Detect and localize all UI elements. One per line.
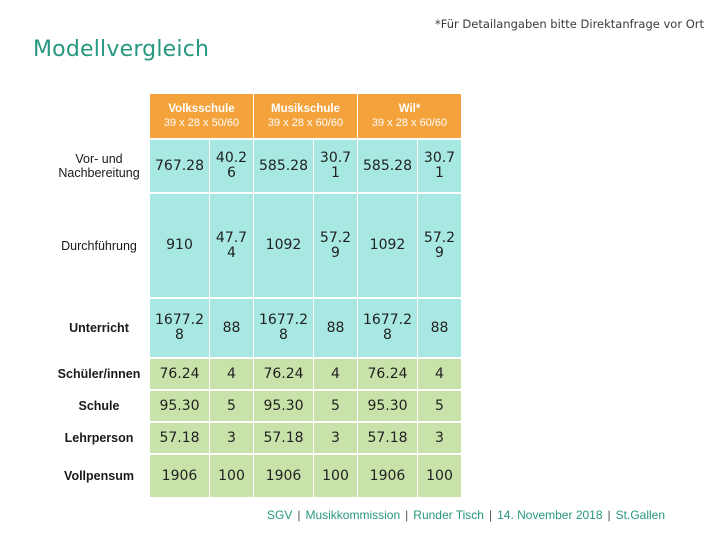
table-cell: 1677.2 8 [358,299,417,357]
table-cell: 100 [314,455,357,497]
table-cell: 1092 [358,194,417,297]
row-label: Vor- und Nachbereitung [58,152,140,180]
table-cell: 95.30 [358,391,417,421]
table-cell: 76.24 [358,359,417,389]
row-label: Vollpensum [64,469,134,483]
table-cell: 100 [210,455,253,497]
row-label: Lehrperson [64,431,134,445]
table-cell: 57.18 [150,423,209,453]
table-cell: 1906 [150,455,209,497]
footer-item: Musikkommission [305,508,401,522]
table-row: Schule 95.30 5 95.30 5 95.30 5 [49,391,461,421]
row-label: Schule [78,399,120,413]
comparison-table: Volksschule 39 x 28 x 50/60 Musikschule 39… [48,92,462,499]
table-cell: 1677.2 8 [150,299,209,357]
footer: SGV | Musikkommission | Runder Tisch | 14. Nov… [267,508,665,522]
table-row: Unterricht 1677.2 8 88 1677.2 8 88 1677.2 8 88 [49,299,461,357]
table-cell: 5 [418,391,461,421]
table-cell: 585.28 [358,140,417,192]
table-cell: 4 [314,359,357,389]
table-cell: 3 [314,423,357,453]
table-row: Schüler/innen 76.24 4 76.24 4 76.24 4 [49,359,461,389]
footer-item: St.Gallen [615,508,665,522]
table-cell: 1906 [254,455,313,497]
table-cell: 5 [210,391,253,421]
table-cell: 1906 [358,455,417,497]
table-cell: 3 [210,423,253,453]
table-cell: 57.2 9 [418,194,461,297]
table-cell: 1092 [254,194,313,297]
table-cell: 4 [210,359,253,389]
table-cell: 47.7 4 [210,194,253,297]
table-row: Vor- und Nachbereitung 767.28 40.2 6 585.28… [49,140,461,192]
footer-separator: | [607,508,611,522]
table-cell: 5 [314,391,357,421]
table-cell: 585.28 [254,140,313,192]
header-volksschule: Volksschule 39 x 28 x 50/60 [150,94,253,138]
row-label: Unterricht [69,321,129,335]
table-row: Durchführung 910 47.7 4 1092 57.2 9 1092 57.2 … [49,194,461,297]
table-cell: 30.7 1 [314,140,357,192]
table-cell: 57.18 [254,423,313,453]
table-cell: 767.28 [150,140,209,192]
table-cell: 40.2 6 [210,140,253,192]
table-cell: 88 [210,299,253,357]
table-cell: 88 [314,299,357,357]
table-cell: 100 [418,455,461,497]
table-cell: 910 [150,194,209,297]
table-cell: 76.24 [150,359,209,389]
row-label: Durchführung [61,238,137,253]
table-cell: 57.2 9 [314,194,357,297]
footer-separator: | [488,508,493,522]
footer-separator: | [297,508,301,522]
table-cell: 30.7 1 [418,140,461,192]
table-cell: 3 [418,423,461,453]
table-cell: 4 [418,359,461,389]
page-title: Modellvergleich [33,37,210,62]
table-row: Lehrperson 57.18 3 57.18 3 57.18 3 [49,423,461,453]
table-cell: 95.30 [254,391,313,421]
header-wil: Wil* 39 x 28 x 60/60 [358,94,461,138]
footer-item: 14. November 2018 [497,508,603,522]
header-blank [49,94,149,138]
table-row: Vollpensum 1906 100 1906 100 1906 100 [49,455,461,497]
table-cell: 57.18 [358,423,417,453]
footnote-note: *Für Detailangaben bitte Direktanfrage v… [434,17,704,31]
header-musikschule: Musikschule 39 x 28 x 60/60 [254,94,357,138]
table-cell: 88 [418,299,461,357]
footer-item: Runder Tisch [413,508,484,522]
footer-item: SGV [267,508,293,522]
row-label: Schüler/innen [57,367,141,381]
table-cell: 95.30 [150,391,209,421]
table-cell: 76.24 [254,359,313,389]
footer-separator: | [405,508,409,522]
table-cell: 1677.2 8 [254,299,313,357]
